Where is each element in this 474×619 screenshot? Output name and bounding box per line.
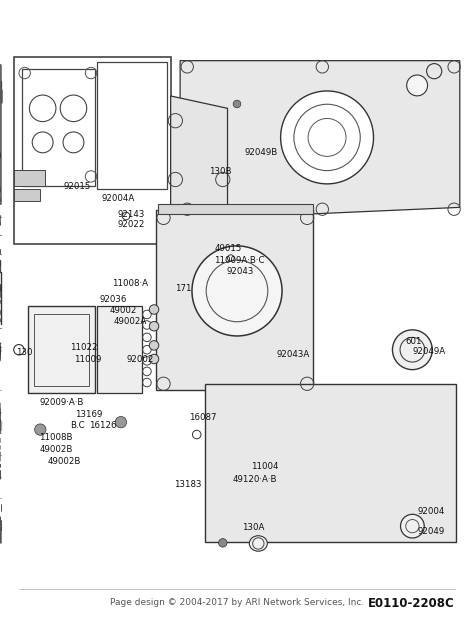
- Text: 16087: 16087: [189, 413, 217, 422]
- Ellipse shape: [249, 535, 267, 551]
- Text: 11008B: 11008B: [39, 433, 73, 441]
- Circle shape: [149, 305, 159, 314]
- Circle shape: [115, 417, 127, 428]
- Text: 92036: 92036: [100, 295, 127, 304]
- Circle shape: [233, 100, 241, 108]
- Text: 49002B: 49002B: [39, 445, 73, 454]
- Text: 92002: 92002: [127, 355, 154, 363]
- Text: 92022: 92022: [118, 220, 145, 229]
- Text: 130: 130: [16, 348, 33, 357]
- Circle shape: [149, 340, 159, 350]
- Circle shape: [392, 330, 432, 370]
- Text: 16126: 16126: [89, 421, 116, 430]
- Text: 92043A: 92043A: [277, 350, 310, 359]
- Text: 92049A: 92049A: [412, 347, 446, 356]
- Bar: [205, 384, 456, 542]
- Bar: [158, 204, 313, 214]
- Bar: [22, 69, 95, 186]
- Text: 92004: 92004: [417, 507, 445, 516]
- Text: 49002B: 49002B: [47, 457, 81, 465]
- Text: 171: 171: [175, 284, 192, 293]
- Circle shape: [401, 514, 424, 538]
- Text: 130B: 130B: [209, 167, 231, 176]
- Circle shape: [281, 91, 374, 184]
- Text: 49120·A·B: 49120·A·B: [232, 475, 277, 483]
- Text: 11004: 11004: [251, 462, 279, 470]
- Bar: [156, 210, 313, 390]
- Text: 92015: 92015: [64, 183, 91, 191]
- Text: 601: 601: [406, 337, 422, 346]
- Bar: [14, 170, 45, 186]
- Text: Page design © 2004-2017 by ARI Network Services, Inc.: Page design © 2004-2017 by ARI Network S…: [110, 599, 364, 607]
- Text: 11009: 11009: [74, 355, 102, 364]
- Bar: [14, 57, 171, 244]
- Text: B.C: B.C: [70, 421, 85, 430]
- Bar: [28, 306, 95, 393]
- Text: 130A: 130A: [242, 523, 264, 532]
- Polygon shape: [180, 61, 460, 220]
- Text: E0110-2208C: E0110-2208C: [368, 597, 455, 610]
- Text: 92009·A·B: 92009·A·B: [39, 398, 84, 407]
- Text: 13169: 13169: [75, 410, 102, 418]
- Text: 13183: 13183: [174, 480, 202, 489]
- Circle shape: [149, 321, 159, 331]
- Text: 11008·A: 11008·A: [112, 279, 148, 288]
- Text: 11022: 11022: [70, 344, 98, 352]
- Text: 49002A: 49002A: [114, 317, 147, 326]
- Bar: [97, 62, 167, 189]
- Polygon shape: [171, 96, 228, 214]
- Circle shape: [35, 424, 46, 435]
- Text: 92043: 92043: [226, 267, 254, 276]
- Text: 92004A: 92004A: [102, 194, 135, 202]
- Text: 49015: 49015: [214, 245, 242, 253]
- Text: 92049: 92049: [417, 527, 444, 535]
- Text: 49002: 49002: [110, 306, 137, 315]
- Text: 92049B: 92049B: [244, 148, 277, 157]
- Bar: [97, 306, 142, 393]
- Circle shape: [219, 539, 227, 547]
- Bar: [14, 189, 40, 201]
- Circle shape: [407, 75, 428, 96]
- Text: 11009A·B·C: 11009A·B·C: [214, 256, 265, 265]
- Text: 92143: 92143: [118, 210, 145, 219]
- Bar: [34, 314, 89, 386]
- Circle shape: [149, 354, 159, 364]
- Circle shape: [192, 246, 282, 336]
